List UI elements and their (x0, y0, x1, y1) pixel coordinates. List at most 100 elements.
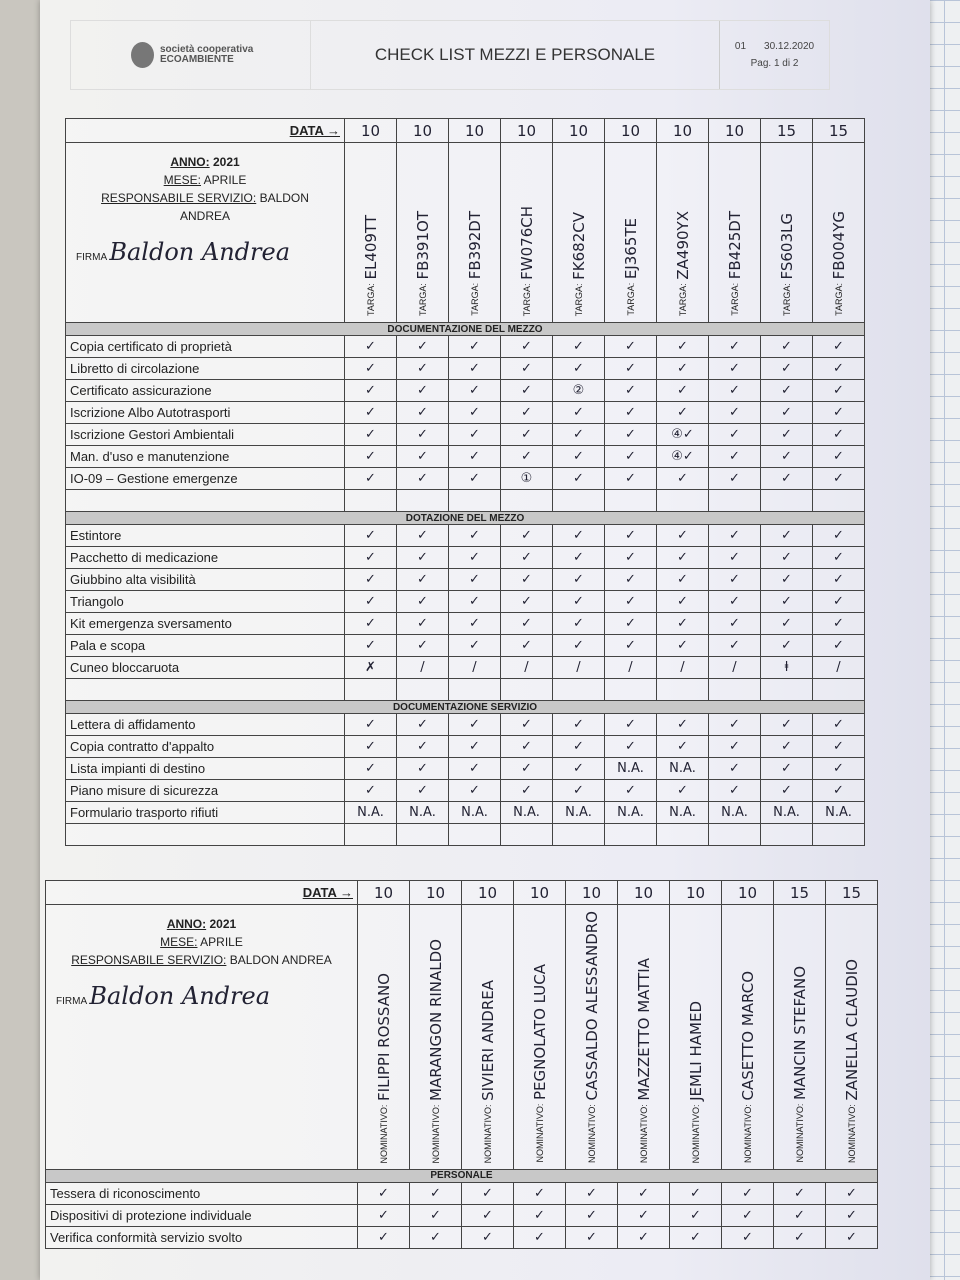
date-cell: 10 (448, 118, 501, 143)
column-value: MARANGON RINALDO (426, 938, 445, 1101)
logo-icon (131, 42, 154, 68)
targa-cell: TARGA: ZA490YX (656, 142, 709, 323)
check-cell (604, 489, 657, 512)
check-cell (396, 489, 449, 512)
check-cell: ✓ (773, 1181, 826, 1205)
column-label: NOMINATIVO: (690, 1104, 701, 1163)
check-cell: ✓ (344, 357, 397, 380)
check-cell (344, 678, 397, 701)
check-cell: ✓ (708, 634, 761, 657)
check-cell: ✓ (448, 401, 501, 424)
nominativo-cell: NOMINATIVO: JEMLI HAMED (669, 904, 722, 1170)
row-label (65, 678, 345, 701)
row-label: Iscrizione Albo Autotrasporti (65, 401, 345, 424)
check-cell: ✓ (396, 467, 449, 490)
date-label: DATA → (289, 123, 340, 138)
check-cell: ✓ (448, 445, 501, 468)
date-cell: 10 (461, 880, 514, 905)
anno-value: 2021 (209, 917, 237, 931)
vertical-text: TARGA: FK682CV (570, 212, 588, 316)
vertical-text: TARGA: FB425DT (726, 211, 744, 316)
check-cell: ✓ (760, 401, 813, 424)
checklist-row: Giubbino alta visibilità ✓ ✓ ✓ ✓ ✓ ✓ ✓ ✓ ✓ ✓ (65, 568, 865, 591)
column-value: EL409TT (361, 215, 380, 280)
row-label: Man. d'uso e manutenzione (65, 445, 345, 468)
column-value: CASETTO MARCO (738, 970, 757, 1101)
check-cell (500, 678, 553, 701)
check-cell: ✓ (344, 612, 397, 635)
responsabile-label: RESPONSABILE SERVIZIO: (101, 191, 257, 205)
check-cell: ✓ (708, 735, 761, 758)
check-cell (344, 489, 397, 512)
check-cell (760, 489, 813, 512)
check-cell: ✓ (656, 590, 709, 613)
check-cell: ✓ (617, 1181, 670, 1205)
column-label: TARGA: (781, 283, 792, 316)
check-cell: ✓ (396, 546, 449, 569)
check-cell: ✓ (760, 634, 813, 657)
check-cell: ✓ (448, 467, 501, 490)
nominativo-cell: NOMINATIVO: PEGNOLATO LUCA (513, 904, 566, 1170)
check-cell: ✓ (773, 1225, 826, 1249)
check-cell: / (500, 656, 553, 679)
check-cell: ✓ (708, 612, 761, 635)
check-cell: ✓ (344, 335, 397, 358)
checklist-row: Formulario trasporto rifiuti N.A. N.A. N.A.… (65, 801, 865, 824)
check-cell: ✓ (409, 1203, 462, 1227)
check-cell: ✓ (812, 757, 865, 780)
column-value: CASSALDO ALESSANDRO (582, 911, 601, 1101)
mese-value: APRILE (203, 173, 247, 187)
check-cell: ✓ (604, 423, 657, 446)
document-header: società cooperativa ECOAMBIENTE CHECK LI… (70, 20, 830, 90)
checklist-row: Dispositivi di protezione individuale ✓ ✓ ✓… (45, 1203, 878, 1227)
date-cell: 10 (552, 118, 605, 143)
check-cell: ✓ (760, 568, 813, 591)
responsabile-value: BALDON ANDREA (229, 953, 332, 967)
personale-checklist-table: DATA → 10 10 10 10 10 10 10 10 15 15 ANNO: 2021 MESE… (45, 880, 878, 1249)
check-cell: ✓ (708, 467, 761, 490)
column-value: JEMLI HAMED (686, 1000, 705, 1101)
check-cell: ✓ (500, 634, 553, 657)
check-cell: ✓ (760, 612, 813, 635)
check-cell (552, 489, 605, 512)
date-row: DATA → 10 10 10 10 10 10 10 10 15 15 (45, 880, 878, 905)
check-cell: ✓ (708, 423, 761, 446)
check-cell: / (708, 656, 761, 679)
checklist-row: Estintore ✓ ✓ ✓ ✓ ✓ ✓ ✓ ✓ ✓ ✓ (65, 524, 865, 547)
vertical-text: TARGA: FS603LG (778, 213, 796, 316)
check-cell: ✓ (500, 713, 553, 736)
date-cell: 10 (604, 118, 657, 143)
targa-cell: TARGA: FB392DT (448, 142, 501, 323)
column-label: TARGA: (833, 283, 844, 316)
check-cell: ✓ (552, 467, 605, 490)
vertical-text: NOMINATIVO: MANCIN STEFANO (791, 966, 809, 1162)
check-cell: ✓ (409, 1181, 462, 1205)
column-value: FS603LG (777, 213, 796, 280)
check-cell: ✓ (812, 568, 865, 591)
column-value: PEGNOLATO LUCA (530, 964, 549, 1101)
check-cell: / (656, 656, 709, 679)
check-cell: N.A. (708, 801, 761, 824)
date-cell: 10 (396, 118, 449, 143)
header-row: ANNO: 2021 MESE: APRILE RESPONSABILE SERVI… (45, 904, 878, 1170)
check-cell: N.A. (500, 801, 553, 824)
nominativo-cell: NOMINATIVO: SIVIERI ANDREA (461, 904, 514, 1170)
mese-value: APRILE (200, 935, 243, 949)
check-cell: ✓ (812, 423, 865, 446)
check-cell: ✗ (344, 656, 397, 679)
check-cell: ✓ (396, 423, 449, 446)
row-label: Pacchetto di medicazione (65, 546, 345, 569)
check-cell: ✓ (669, 1181, 722, 1205)
targa-cell: TARGA: FK682CV (552, 142, 605, 323)
date-cell: 10 (721, 880, 774, 905)
vertical-text: NOMINATIVO: CASSALDO ALESSANDRO (583, 911, 601, 1163)
check-cell: ✓ (604, 612, 657, 635)
nominativo-cell: NOMINATIVO: ZANELLA CLAUDIO (825, 904, 878, 1170)
check-cell (812, 489, 865, 512)
check-cell: ✓ (604, 379, 657, 402)
nominativo-cell: NOMINATIVO: CASSALDO ALESSANDRO (565, 904, 618, 1170)
service-info: ANNO: 2021 MESE: APRILE RESPONSABILE SERVI… (65, 142, 345, 323)
vertical-text: NOMINATIVO: SIVIERI ANDREA (479, 980, 497, 1163)
check-cell: ✓ (565, 1225, 618, 1249)
column-label: TARGA: (469, 283, 480, 316)
